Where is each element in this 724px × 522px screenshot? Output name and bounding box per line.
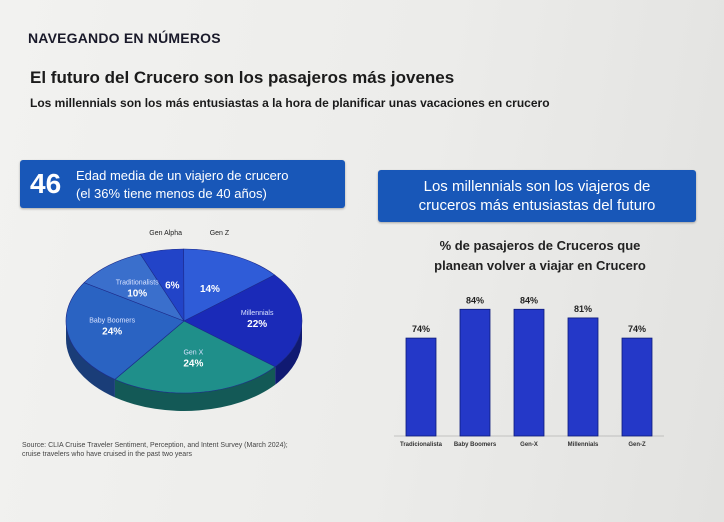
millennials-highlight-box: Los millennials son los viajeros de cruc… — [378, 170, 696, 222]
page-title: El futuro del Crucero son los pasajeros … — [30, 68, 455, 87]
pie-slice-gen-z — [183, 248, 276, 322]
pie-category-label-millennials: Millennials — [241, 310, 274, 317]
average-age-number: 46 — [30, 168, 62, 199]
highlight-line-2: cruceros más entusiastas del futuro — [418, 197, 656, 214]
pie-value-label-traditionalists: 10% — [127, 289, 147, 300]
bar-value-label-tradicionalista: 74% — [412, 324, 430, 334]
average-age-caption: Edad media de un viajero de crucero — [76, 168, 289, 183]
pie-value-label-gen-z: 14% — [200, 284, 220, 295]
pie-side-gen-x — [114, 366, 276, 411]
pie-value-label-gen-alpha: 6% — [165, 281, 180, 292]
section-label: NAVEGANDO EN NÚMEROS — [28, 30, 221, 46]
pie-slice-millennials — [183, 274, 303, 368]
bar-value-label-millennials: 81% — [574, 304, 592, 314]
bar-category-label-gen-z: Gen-Z — [628, 442, 646, 448]
bar-chart-title-line-2: planean volver a viajar en Crucero — [434, 258, 646, 273]
bar-chart-title-line-1: % de pasajeros de Cruceros que — [439, 238, 641, 253]
pie-category-label-baby-boomers: Baby Boomers — [89, 318, 135, 325]
pie-slice-gen-x — [114, 320, 276, 394]
bar-value-label-baby-boomers: 84% — [466, 295, 484, 305]
bar-millennials — [567, 317, 599, 437]
bar-tradicionalista — [405, 337, 437, 437]
pie-value-label-gen-x: 24% — [183, 358, 203, 369]
bar-category-label-tradicionalista: Tradicionalista — [400, 442, 443, 448]
pie-side-baby-boomers — [66, 321, 115, 398]
pie-value-label-baby-boomers: 24% — [102, 327, 122, 338]
pie-side-millennials — [275, 321, 302, 385]
pie-category-label-gen-z: Gen Z — [210, 230, 230, 237]
source-note: Source: CLIA Cruise Traveler Sentiment, … — [22, 441, 352, 459]
bar-value-label-gen-z: 74% — [628, 324, 646, 334]
bar-gen-z — [621, 337, 653, 437]
cruise-return-bar-chart: % de pasajeros de Cruceros que planean v… — [380, 236, 700, 461]
pie-category-label-gen-alpha: Gen Alpha — [149, 230, 182, 237]
bar-chart-plot: 74% Tradicionalista 84% Baby Boomers 84% Gen-… — [394, 295, 664, 448]
pie-category-label-traditionalists: Traditionalists — [116, 280, 159, 287]
pie-slice-baby-boomers — [65, 282, 185, 380]
average-age-box: 46 Edad media de un viajero de crucero (… — [20, 160, 345, 208]
pie-value-label-millennials: 22% — [247, 319, 267, 330]
pie-slice-traditionalists — [83, 253, 185, 322]
generation-pie-chart: 6% Gen Alpha 14% Gen Z 22% Millennials 24% Gen … — [65, 230, 303, 411]
page-subtitle: Los millennials son los más entusiastas … — [30, 96, 550, 110]
bar-category-label-baby-boomers: Baby Boomers — [454, 442, 497, 448]
pie-category-label-gen-x: Gen X — [183, 349, 203, 356]
source-line-2: cruise travelers who have cruised in the… — [22, 451, 193, 458]
bar-category-label-gen-x: Gen-X — [520, 442, 538, 448]
highlight-line-1: Los millennials son los viajeros de — [423, 178, 651, 195]
bar-gen-x — [513, 308, 545, 437]
bar-baby-boomers — [459, 308, 491, 437]
bar-category-label-millennials: Millennials — [568, 442, 599, 448]
source-line-1: Source: CLIA Cruise Traveler Sentiment, … — [22, 442, 288, 449]
bar-value-label-gen-x: 84% — [520, 295, 538, 305]
average-age-note: (el 36% tiene menos de 40 años) — [76, 186, 267, 201]
